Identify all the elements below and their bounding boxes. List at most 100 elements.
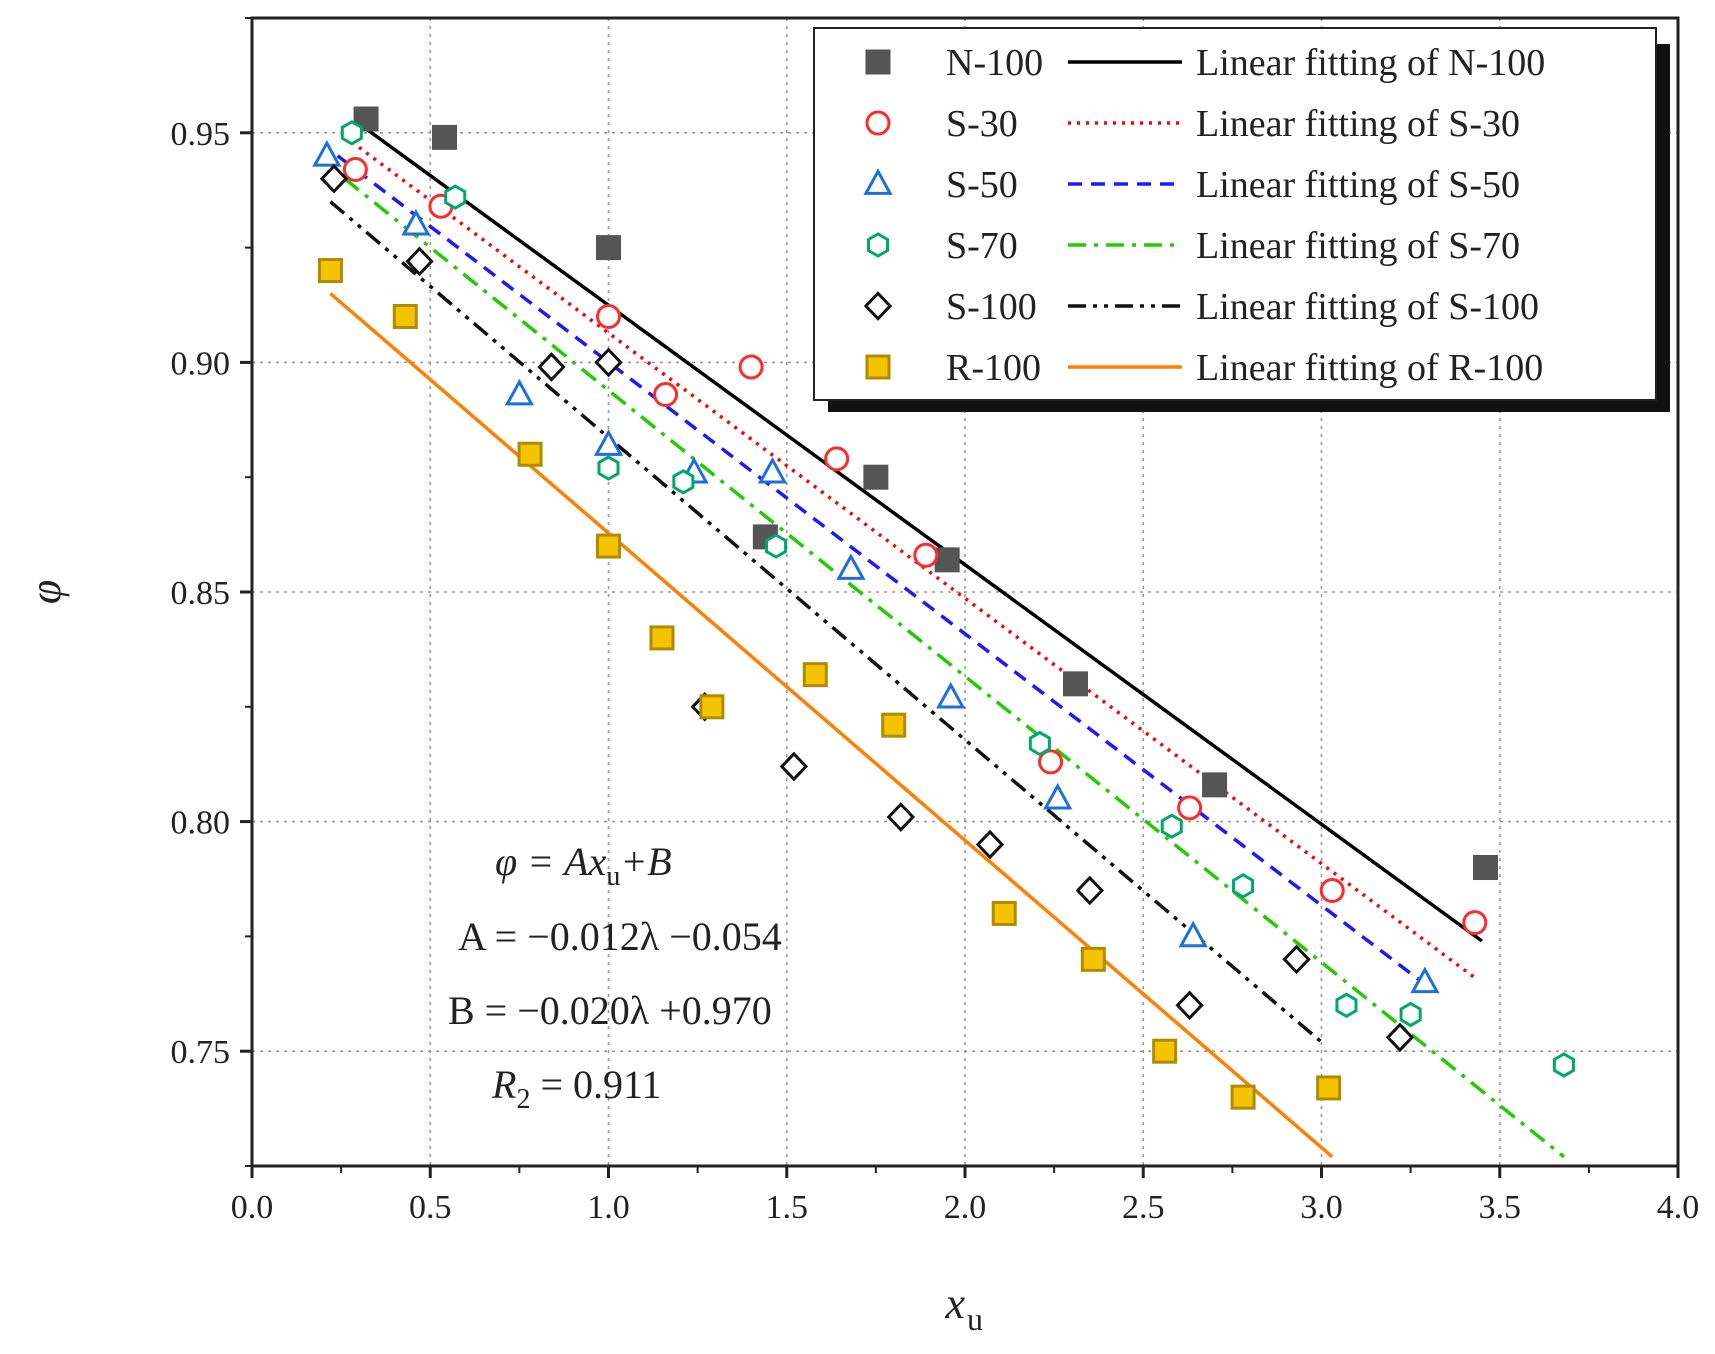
legend-fit-label-s-100: Linear fitting of S-100: [1196, 286, 1539, 328]
point-s-100: [1282, 944, 1311, 975]
point-s-70: [597, 455, 620, 481]
fit-line-n-100: [357, 122, 1483, 943]
point-n-100: [1472, 855, 1498, 881]
equation-4-tail: = 0.911: [530, 1062, 661, 1107]
point-s-30: [653, 382, 679, 408]
legend-marker-s-50: [863, 168, 893, 195]
legend-fit-label-r-100: Linear fitting of R-100: [1196, 347, 1543, 389]
legend-marker-r-100: [865, 354, 891, 380]
legend-label-r-100: R-100: [946, 347, 1041, 389]
point-s-100: [779, 751, 809, 782]
point-s-50: [757, 456, 788, 484]
point-s-50: [593, 429, 624, 456]
point-s-100: [886, 802, 916, 832]
point-s-50: [836, 553, 866, 580]
point-s-70: [340, 120, 363, 146]
point-s-30: [824, 446, 850, 472]
point-s-30: [1319, 877, 1345, 903]
equation-1-tail: +B: [620, 839, 671, 884]
point-s-30: [596, 303, 621, 329]
equation-2: A = −0.012λ −0.054: [458, 914, 782, 959]
legend-fit-label-s-50: Linear fitting of S-50: [1196, 164, 1520, 206]
legend-marker-n-100: [865, 49, 891, 75]
x-tick-label: 1.0: [587, 1189, 630, 1226]
y-tick-label: 0.75: [171, 1034, 231, 1071]
point-s-100: [319, 163, 349, 194]
svg-text:R2 = 0.911: R2 = 0.911: [491, 1062, 662, 1115]
legend-label-s-50: S-50: [946, 164, 1018, 206]
point-r-100: [881, 712, 907, 738]
point-s-70: [765, 533, 788, 559]
point-s-100: [1175, 990, 1204, 1021]
point-n-100: [1063, 671, 1089, 697]
svg-text:φ = Axu+B: φ = Axu+B: [495, 839, 672, 892]
legend-marker-s-30: [865, 110, 891, 136]
point-s-30: [1177, 795, 1203, 821]
legend-label-s-100: S-100: [946, 286, 1037, 328]
point-r-100: [1152, 1038, 1178, 1064]
y-tick-label: 0.85: [171, 575, 231, 612]
x-tick-label: 1.5: [766, 1189, 809, 1226]
point-n-100: [353, 106, 379, 132]
point-s-50: [1178, 920, 1208, 948]
point-s-30: [342, 157, 368, 183]
point-s-50: [936, 681, 966, 709]
equation-4-r: R: [491, 1062, 516, 1107]
x-axis-title-subscript: u: [967, 1301, 983, 1337]
equation-4-subscript: 2: [516, 1084, 530, 1115]
point-n-100: [432, 124, 458, 150]
equation-3: B = −0.020λ +0.970: [448, 988, 772, 1033]
point-s-30: [738, 354, 764, 380]
fit-lines: [329, 122, 1566, 1159]
x-tick-label: 3.5: [1479, 1189, 1522, 1226]
x-axis-title: x: [944, 1279, 965, 1328]
point-n-100: [596, 235, 621, 261]
point-r-100: [699, 694, 725, 720]
point-n-100: [934, 547, 960, 573]
equation-1: φ = Ax: [495, 839, 607, 884]
x-tick-label: 3.0: [1300, 1189, 1343, 1226]
legend: N-100 Linear fitting of N-100 S-30 Linear f…: [813, 27, 1670, 412]
point-r-100: [1230, 1084, 1256, 1110]
point-r-100: [649, 625, 675, 651]
legend-fit-label-n-100: Linear fitting of N-100: [1196, 42, 1545, 84]
point-r-100: [317, 258, 343, 284]
point-s-50: [504, 378, 535, 406]
y-tick-label: 0.95: [171, 116, 231, 153]
point-n-100: [863, 464, 889, 490]
point-s-50: [1410, 966, 1440, 994]
point-s-50: [1043, 782, 1073, 810]
legend-label-s-30: S-30: [946, 103, 1018, 145]
point-s-100: [1075, 875, 1104, 906]
fit-line-s-70: [343, 177, 1566, 1159]
x-tick-label: 2.0: [944, 1189, 987, 1226]
point-s-50: [312, 139, 342, 167]
point-r-100: [991, 900, 1017, 926]
legend-label-n-100: N-100: [946, 42, 1043, 84]
legend-marker-s-70: [866, 232, 890, 258]
fit-line-s-100: [329, 200, 1323, 1044]
point-s-70: [1232, 873, 1255, 899]
x-tick-label: 2.5: [1122, 1189, 1165, 1226]
point-s-70: [1160, 813, 1183, 839]
point-s-30: [913, 542, 939, 568]
point-s-50: [401, 208, 431, 236]
point-r-100: [392, 303, 418, 329]
point-r-100: [1080, 946, 1106, 972]
point-s-70: [1028, 730, 1051, 757]
point-s-100: [537, 352, 566, 382]
point-n-100: [1202, 772, 1228, 798]
point-r-100: [596, 533, 621, 559]
y-tick-label: 0.90: [171, 345, 231, 382]
x-tick-label: 0.5: [409, 1189, 452, 1226]
point-s-70: [1335, 992, 1358, 1019]
y-axis-title: φ: [21, 580, 70, 604]
data-markers: [312, 106, 1575, 1110]
point-s-100: [1385, 1022, 1415, 1053]
point-r-100: [802, 662, 828, 688]
point-r-100: [1316, 1075, 1342, 1101]
equation-1-subscript: u: [606, 861, 620, 892]
legend-label-s-70: S-70: [946, 225, 1018, 267]
point-s-30: [1038, 749, 1064, 775]
point-s-70: [1552, 1052, 1575, 1078]
